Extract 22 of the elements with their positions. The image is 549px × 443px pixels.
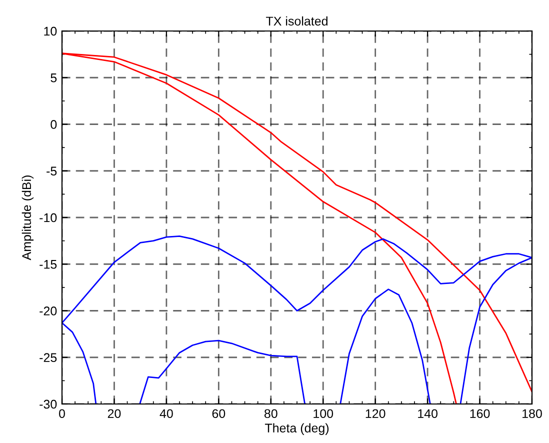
x-tick-label: 120 [366, 409, 386, 418]
x-tick-label: 180 [522, 409, 542, 418]
x-tick-label: 60 [212, 409, 226, 418]
x-tick-label: 80 [264, 409, 278, 418]
y-tick-label: -30 [40, 400, 57, 409]
y-tick-label: 5 [50, 74, 57, 82]
y-tick-label: -20 [40, 306, 57, 316]
x-tick-label: 140 [418, 409, 438, 418]
x-axis-title: Theta (deg) [264, 423, 329, 435]
y-tick-label: -25 [40, 353, 57, 362]
y-tick-label: 10 [44, 26, 57, 36]
y-tick-label: -10 [40, 213, 57, 222]
x-tick-label: 0 [59, 409, 65, 418]
chart-title: TX isolated [266, 16, 328, 26]
x-tick-label: 20 [108, 409, 121, 418]
y-tick-label: -15 [40, 260, 57, 269]
y-tick-label: -5 [46, 166, 57, 176]
x-tick-label: 40 [160, 409, 173, 418]
x-tick-label: 160 [470, 409, 490, 418]
y-tick-label: 0 [50, 120, 57, 129]
x-tick-label: 100 [314, 409, 334, 418]
y-axis-title: Amplitude (dBi) [22, 176, 34, 260]
